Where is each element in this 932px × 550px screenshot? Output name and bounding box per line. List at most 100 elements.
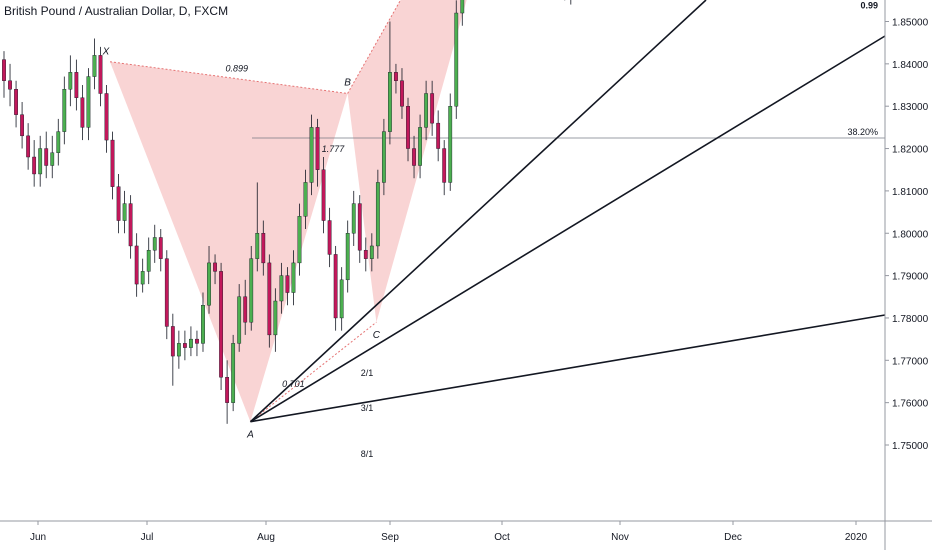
candle-body <box>68 72 73 90</box>
gann-fan-label: 3/1 <box>361 403 374 413</box>
candle-body <box>176 343 181 357</box>
price-tick-label: 1.83000 <box>892 102 929 113</box>
gann-fan-ray <box>249 0 707 423</box>
candle-body <box>164 258 169 327</box>
candle-body <box>327 220 332 255</box>
candle-body <box>454 12 459 107</box>
ac-ratio-line <box>250 321 377 423</box>
gann-fan-ray <box>249 35 886 423</box>
candle-body <box>56 131 61 153</box>
time-tick-label: Nov <box>611 532 629 543</box>
candle-body <box>388 72 392 132</box>
pattern-ratio-label: 1.777 <box>322 144 346 154</box>
pattern-point-A: A <box>246 430 254 441</box>
candle-body <box>98 55 103 94</box>
price-tick-label: 1.82000 <box>892 145 929 156</box>
candle-body <box>448 105 453 183</box>
candle-body <box>279 275 284 302</box>
candle-body <box>207 262 211 306</box>
fib-level-ratio: 0.99 <box>860 0 878 10</box>
candle-body <box>375 182 380 247</box>
candle-body <box>116 186 121 221</box>
candle-body <box>201 305 205 344</box>
candle-body <box>436 122 441 149</box>
fib-level-pct: 38.20% <box>847 127 878 137</box>
candle-body <box>321 169 326 221</box>
candle-body <box>291 262 296 293</box>
pattern-point-B: B <box>344 77 351 88</box>
gann-fan-layer: 2/1 3/1 8/1 <box>249 0 886 459</box>
candle-body <box>152 237 157 251</box>
price-tick-label: 1.76000 <box>892 399 929 410</box>
gann-fan-label: 8/1 <box>361 449 374 459</box>
time-axis[interactable]: Jun Jul Aug Sep Oct Nov Dec 2020 <box>0 520 932 543</box>
candle-body <box>182 343 187 348</box>
price-axis[interactable]: 1.75000 1.76000 1.77000 1.78000 1.79000 1.800… <box>884 0 929 550</box>
candle-body <box>430 93 435 124</box>
candle-body <box>351 203 356 234</box>
candle-body <box>297 216 302 264</box>
candle-body <box>267 262 272 336</box>
candle-body <box>255 233 260 259</box>
candle-body <box>86 76 91 128</box>
candle-body <box>219 271 223 378</box>
candle-body <box>213 262 217 272</box>
candle-body <box>128 203 133 247</box>
candle-body <box>406 105 410 149</box>
candle-body <box>122 203 127 221</box>
pattern-point-X: X <box>102 47 110 58</box>
pattern-point-C: C <box>373 330 381 341</box>
candle-body <box>381 131 386 183</box>
candle-body <box>44 148 49 166</box>
candle-body <box>146 249 151 272</box>
candle-body <box>140 271 145 285</box>
candle-body <box>243 296 248 323</box>
candles-layer <box>2 0 572 424</box>
candle-body <box>315 127 320 170</box>
fibonacci-levels-layer: 100.00%1.6888.60%1.4776.40%1.2561.80%0.9… <box>252 0 885 139</box>
candle-body <box>62 89 67 132</box>
candle-body <box>261 233 266 264</box>
time-tick-label: Jun <box>30 532 46 543</box>
chart-title: British Pound / Australian Dollar, D, FX… <box>4 4 229 18</box>
candle-body <box>189 338 193 348</box>
candle-body <box>158 237 163 259</box>
candle-body <box>170 326 175 357</box>
gann-fan-ray <box>250 314 886 423</box>
candle-body <box>249 258 254 323</box>
price-tick-label: 1.81000 <box>892 187 929 198</box>
time-tick-label: Jul <box>141 532 154 543</box>
candle-body <box>104 93 109 141</box>
price-tick-label: 1.85000 <box>892 18 929 29</box>
candle-body <box>8 80 12 90</box>
candle-body <box>333 254 338 319</box>
candle-body <box>363 249 368 259</box>
candle-body <box>460 0 465 14</box>
candle-body <box>303 182 308 217</box>
candle-body <box>50 152 55 166</box>
candle-body <box>2 59 6 81</box>
pattern-ratio-label: 0.701 <box>282 379 305 389</box>
time-tick-label: 2020 <box>845 532 868 543</box>
price-tick-label: 1.80000 <box>892 229 929 240</box>
candle-body <box>273 300 278 336</box>
price-tick-label: 1.79000 <box>892 272 929 283</box>
candle-body <box>26 135 31 158</box>
price-tick-label: 1.84000 <box>892 60 929 71</box>
candle-body <box>357 203 362 251</box>
price-tick-label: 1.78000 <box>892 314 929 325</box>
candle-body <box>309 127 314 183</box>
candle-body <box>74 72 79 98</box>
candle-body <box>418 127 422 166</box>
candle-body <box>369 245 374 259</box>
candle-body <box>38 148 43 175</box>
candle-body <box>345 233 350 281</box>
candle-body <box>412 148 416 166</box>
candle-body <box>110 139 115 187</box>
candle-body <box>195 338 199 344</box>
candle-body <box>400 80 404 107</box>
candle-body <box>424 93 428 128</box>
xab-triangle <box>110 61 348 422</box>
